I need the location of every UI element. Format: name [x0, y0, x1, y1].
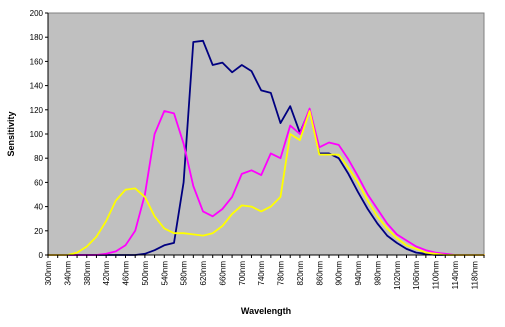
x-tick-label: 420nm: [102, 261, 111, 286]
y-tick-label: 60: [34, 178, 43, 187]
x-tick-label: 1140nm: [451, 261, 460, 290]
x-tick-label: 500nm: [141, 261, 150, 286]
y-tick-label: 160: [30, 57, 44, 66]
x-tick-label: 780nm: [277, 261, 286, 286]
y-tick-label: 120: [30, 106, 44, 115]
x-tick-label: 1020nm: [393, 261, 402, 290]
x-tick-label: 1180nm: [470, 261, 479, 290]
x-tick-label: 820nm: [296, 261, 305, 286]
x-tick-label: 340nm: [63, 261, 72, 286]
x-tick-label: 580nm: [180, 261, 189, 286]
y-tick-label: 140: [30, 82, 44, 91]
series-line-3: [47, 110, 485, 256]
x-tick-label: 620nm: [199, 261, 208, 286]
y-tick-label: 200: [30, 9, 44, 18]
x-tick-label: 860nm: [315, 261, 324, 286]
x-tick-label: 540nm: [160, 261, 169, 286]
x-tick-label: 380nm: [83, 261, 92, 286]
y-tick-label: 180: [30, 33, 44, 42]
y-tick-label: 80: [34, 154, 43, 163]
x-tick-label: 460nm: [122, 261, 131, 286]
x-tick-label: 980nm: [373, 261, 382, 286]
x-tick-label: 700nm: [238, 261, 247, 286]
y-tick-label: 20: [34, 227, 43, 236]
x-tick-label: 1100nm: [432, 261, 441, 290]
x-tick-label: 740nm: [257, 261, 266, 286]
x-tick-label: 940nm: [354, 261, 363, 286]
x-tick-label: 900nm: [335, 261, 344, 286]
y-axis-title: Sensitivity: [6, 111, 16, 156]
x-tick-label: 660nm: [218, 261, 227, 286]
y-tick-label: 100: [30, 130, 44, 139]
x-axis-title: Wavelength: [241, 306, 291, 316]
x-tick-label: 300nm: [44, 261, 53, 286]
y-tick-label: 40: [34, 203, 43, 212]
series-line-2: [47, 107, 485, 256]
x-tick-label: 1060nm: [412, 261, 421, 290]
plot-area: [47, 12, 485, 256]
y-tick-label: 0: [39, 251, 44, 260]
